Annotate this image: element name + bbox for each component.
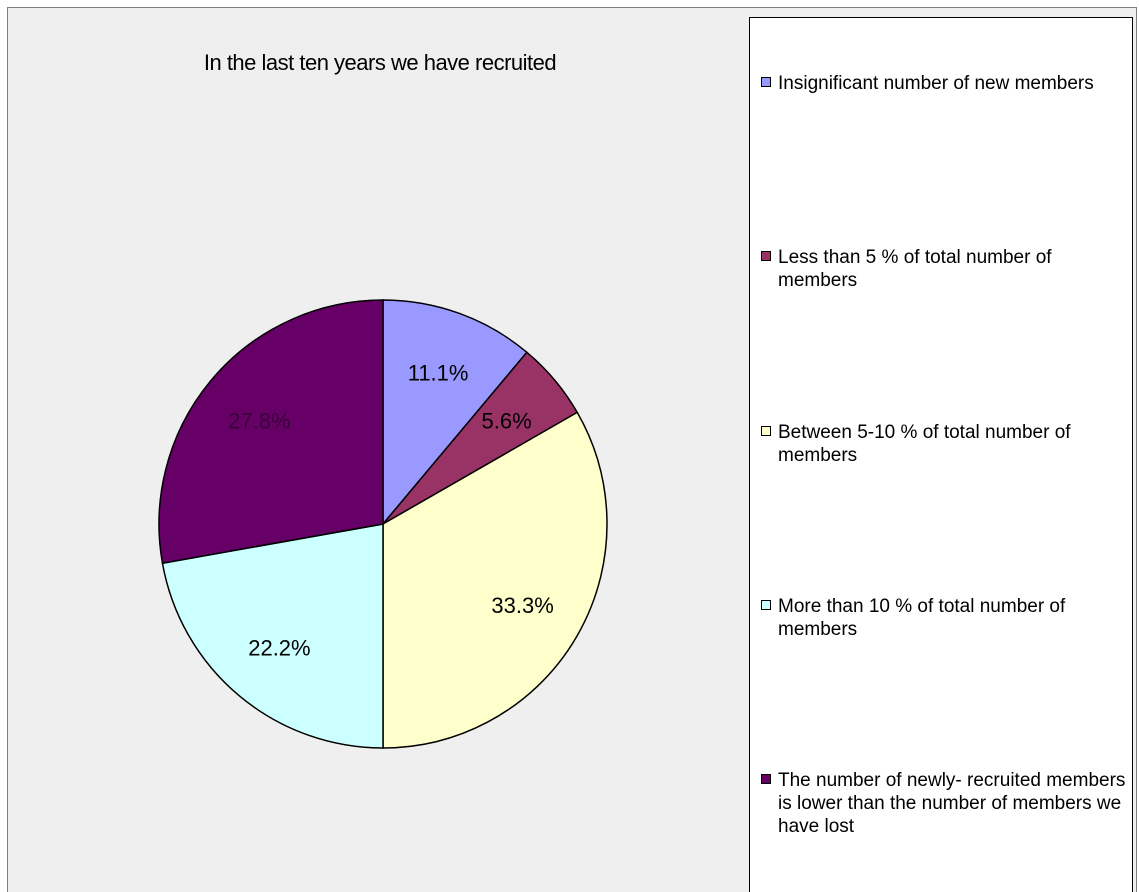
pie-chart: 11.1% 5.6% 33.3% 22.2% 27.8% [158,299,608,749]
legend-label: More than 10 % of total number of member… [778,596,1066,640]
legend-swatch [761,77,771,87]
pie-label-insignificant: 11.1% [408,360,469,385]
pie-label-more-than-10: 22.2% [248,636,310,661]
legend-item-between-5-10: Between 5-10 % of total number of member… [760,421,1130,467]
pie-slice-more-than-10 [161,523,384,749]
legend-swatch [761,251,771,261]
legend-swatch [761,774,771,784]
pie-label-less-than-5: 5.6% [482,408,532,433]
pie-label-lower-than-lost: 27.8% [228,408,290,433]
legend-label: Less than 5 % of total number of members [778,247,1052,291]
legend-label: Between 5-10 % of total number of member… [778,422,1071,466]
legend-item-insignificant: Insignificant number of new members [760,72,1130,95]
legend-item-lower-than-lost: The number of newly- recruited members i… [760,769,1130,838]
legend-item-more-than-10: More than 10 % of total number of member… [760,595,1130,641]
legend-label: The number of newly- recruited members i… [778,770,1126,837]
chart-title: In the last ten years we have recruited [203,50,557,75]
pie-slice-lower-than-lost [158,299,384,565]
legend-item-less-than-5: Less than 5 % of total number of members [760,246,1130,292]
legend: Insignificant number of new members Less… [749,17,1133,892]
legend-swatch [761,426,771,436]
legend-swatch [761,600,771,610]
pie-label-between-5-10: 33.3% [491,593,553,618]
pie-slice-insignificant [382,299,528,527]
pie-slice-between-5-10 [382,411,608,749]
legend-label: Insignificant number of new members [778,73,1094,94]
